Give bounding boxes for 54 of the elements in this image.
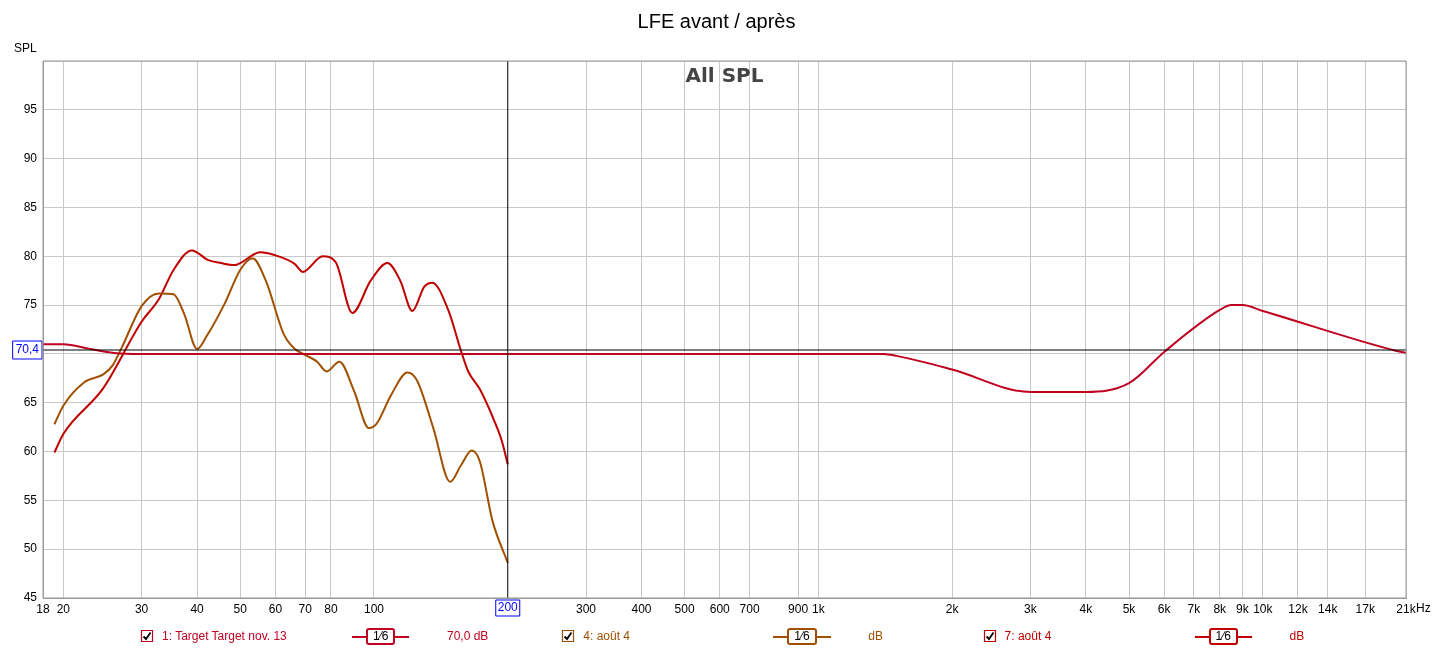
y-tick-label: 50 xyxy=(23,541,38,556)
x-axis-title: Hz xyxy=(1416,601,1431,616)
y-tick-label: 95 xyxy=(23,102,38,117)
x-tick-label: 2k xyxy=(945,601,960,616)
x-tick-label: 1k xyxy=(812,601,826,616)
x-tick-label: 5k xyxy=(1122,601,1137,616)
y-tick-label: 45 xyxy=(23,590,38,605)
x-tick-label: 60 xyxy=(268,601,283,616)
x-tick-label: 600 xyxy=(709,601,731,616)
x-tick-label: 500 xyxy=(674,601,695,616)
legend-label: 7: août 4 xyxy=(1004,629,1052,643)
x-tick-label: 700 xyxy=(739,601,760,616)
x-tick-label: 70 xyxy=(298,601,313,616)
x-tick-label: 100 xyxy=(363,601,385,616)
text: 1⁄6 xyxy=(1208,628,1238,645)
x-tick-label: 8k xyxy=(1213,601,1228,616)
y-tick-label: 65 xyxy=(23,395,38,410)
x-tick-label: 7k xyxy=(1187,601,1202,616)
x-tick-label: 900 xyxy=(788,601,809,616)
x-tick-label: 21k xyxy=(1396,601,1417,616)
x-tick-label: 14k xyxy=(1318,601,1339,616)
x-tick-label: 300 xyxy=(575,601,597,616)
text: 1⁄6 xyxy=(787,628,817,645)
ref-line-label: 70,4 xyxy=(15,342,40,357)
y-axis-title: SPL xyxy=(14,41,38,56)
x-tick-label: 4k xyxy=(1079,601,1094,616)
x-tick-label: 400 xyxy=(631,601,652,616)
annotation: All SPL xyxy=(685,63,764,88)
ref-line-label: 200 xyxy=(497,600,519,615)
x-tick-label: 17k xyxy=(1355,601,1376,616)
y-tick-label: 80 xyxy=(23,248,38,263)
x-tick-label: 9k xyxy=(1236,601,1250,616)
y-tick-label: 55 xyxy=(23,492,38,507)
x-tick-label: 30 xyxy=(134,601,149,616)
text: 70,0 dB xyxy=(447,629,489,643)
x-tick-label: 10k xyxy=(1253,601,1274,616)
x-tick-label: 6k xyxy=(1157,601,1172,616)
x-tick-label: 18 xyxy=(36,601,50,616)
x-tick-label: 20 xyxy=(56,601,71,616)
y-tick-label: 90 xyxy=(23,150,38,165)
y-tick-label: 75 xyxy=(23,297,38,312)
legend-label: 1: Target Target nov. 13 xyxy=(162,629,287,643)
chart-title: LFE avant / après xyxy=(637,9,796,32)
x-tick-label: 80 xyxy=(324,601,338,616)
x-tick-label: 3k xyxy=(1024,601,1038,616)
x-tick-label: 50 xyxy=(233,601,248,616)
x-tick-label: 12k xyxy=(1288,601,1309,616)
x-tick-label: 40 xyxy=(190,601,205,616)
text: 1⁄6 xyxy=(366,628,396,645)
text: dB xyxy=(868,629,883,643)
legend-label: 4: août 4 xyxy=(583,629,631,643)
text: dB xyxy=(1289,629,1305,643)
y-tick-label: 60 xyxy=(23,443,38,458)
y-tick-label: 85 xyxy=(23,199,38,214)
